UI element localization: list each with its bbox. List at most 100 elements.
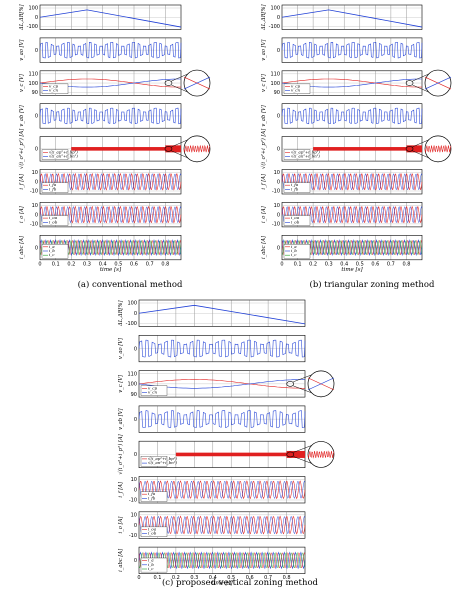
legend-label: i_b — [291, 248, 297, 253]
series-band-end — [286, 450, 305, 458]
x-tick-label: 0.6 — [371, 261, 379, 267]
y-tick-label: 90 — [274, 90, 280, 96]
legend-box — [283, 182, 311, 193]
series-wave-2 — [138, 480, 306, 500]
x-tick-label: 0.4 — [99, 261, 107, 267]
y-tick-label: 0 — [134, 487, 137, 493]
y-axis-label: i_abc [A] — [19, 235, 25, 259]
legend-label: √(i_ap²+i_bp²) — [148, 456, 177, 461]
panel-1: 0 v_ao [V] — [118, 334, 306, 363]
zoom-marker — [286, 381, 295, 387]
legend-label: √(i_ap²+i_bp²) — [49, 149, 78, 154]
y-tick-label: 0 — [134, 311, 137, 317]
x-tick-label: 0 — [38, 261, 41, 267]
y-tick-label: 100 — [127, 301, 137, 307]
x-tick-label: 0.6 — [246, 575, 254, 581]
x-tick-label: 0.5 — [227, 575, 235, 581]
y-axis-label: i_f [A] — [118, 481, 124, 498]
x-tick-label: 0.4 — [340, 261, 348, 267]
series-wave-2 — [281, 172, 423, 191]
legend-label: i_ob — [291, 219, 300, 224]
y-axis-label: v_ao [V] — [118, 337, 124, 359]
y-tick-label: 10 — [131, 477, 137, 483]
x-tick-label: 0.8 — [283, 575, 291, 581]
caption-b: (b) triangular zoning method — [310, 279, 435, 290]
series-band — [175, 452, 305, 457]
x-tick-label: 0.8 — [402, 261, 410, 267]
legend-label: i_fb — [291, 186, 299, 191]
y-axis-label: v_ab [V] — [261, 104, 267, 126]
series-line-v_cp — [138, 379, 305, 389]
x-tick-label: 0.2 — [309, 261, 317, 267]
panel-2: 110 100 90 v_c [V] v_cpv_cn — [19, 69, 211, 97]
y-tick-label: -10 — [272, 222, 280, 228]
legend-label: v_cp — [148, 385, 158, 390]
legend-box — [283, 244, 311, 259]
legend-box — [283, 149, 311, 160]
series-band — [71, 147, 181, 151]
y-tick-label: 0 — [277, 147, 280, 153]
legend-label: i_oa — [148, 527, 157, 532]
series-wave — [281, 41, 423, 59]
legend-box — [140, 385, 168, 396]
y-tick-label: 10 — [274, 170, 280, 176]
legend-box — [140, 491, 168, 502]
x-tick-label: 0.3 — [83, 261, 91, 267]
legend-label: i_c — [291, 252, 297, 257]
y-axis-label: √(i_o²+i_p²) [A] — [117, 433, 124, 474]
series-wave-2 — [281, 205, 423, 224]
y-tick-label: 0 — [35, 212, 38, 218]
series-band — [313, 147, 422, 151]
x-tick-label: 0.7 — [387, 261, 395, 267]
zoom-marker — [164, 80, 173, 86]
legend-label: i_fb — [148, 495, 156, 500]
zoom-trace — [424, 76, 452, 90]
y-axis-label: i_o [A] — [261, 205, 267, 223]
y-tick-label: 90 — [131, 392, 137, 398]
legend-label: i_oa — [291, 215, 300, 220]
zoom-connector — [171, 84, 188, 93]
x-tick-label: 0.2 — [67, 261, 75, 267]
series-wave — [281, 107, 423, 125]
series-band-end — [165, 145, 181, 153]
series-line — [281, 9, 423, 28]
panel-4: 0 √(i_o²+i_p²) [A] √(i_ap²+i_bp²)√(i_an²+i… — [260, 128, 452, 169]
x-tick-label: 0.8 — [161, 261, 169, 267]
y-axis-label: i_f [A] — [261, 173, 267, 190]
zoom-marker — [405, 80, 414, 86]
zoom-connector — [293, 374, 312, 383]
y-tick-label: 110 — [270, 72, 280, 78]
series-wave — [39, 107, 182, 125]
series-wave-2 — [39, 205, 182, 224]
y-axis-label: v_c [V] — [118, 374, 124, 393]
zoom-connector — [412, 139, 429, 148]
y-tick-label: 0 — [277, 212, 280, 218]
legend-label: v_cn — [49, 88, 59, 93]
zoom-trace — [424, 144, 452, 154]
zoom-connector — [412, 150, 429, 159]
x-tick-label: 0.5 — [356, 261, 364, 267]
panel-3: 0 v_ab [V] — [19, 103, 182, 129]
series-wave — [39, 172, 182, 191]
panel-6: 10 0 -10 i_o [A] i_oai_ob — [19, 202, 182, 228]
panel-5: 10 0 -10 i_f [A] i_fai_fb — [261, 169, 423, 195]
legend-label: i_ob — [148, 531, 157, 536]
y-axis-label: i_f [A] — [19, 173, 25, 190]
series-wave — [138, 480, 306, 500]
y-tick-label: 0 — [35, 15, 38, 21]
x-tick-label: 0.6 — [130, 261, 138, 267]
y-axis-label: √(i_o²+i_p²) [A] — [18, 128, 25, 169]
caption-c: (c) proposed vertical zoning method — [162, 577, 319, 588]
caption-a: (a) conventional method — [78, 279, 183, 290]
y-tick-label: 0 — [134, 452, 137, 458]
series-wave — [281, 172, 423, 191]
y-tick-label: 0 — [134, 558, 137, 564]
x-tick-label: 0.1 — [52, 261, 60, 267]
series-line-v_cp — [281, 78, 422, 88]
panel-4: 0 √(i_o²+i_p²) [A] √(i_ap²+i_bp²)√(i_an²+i… — [18, 128, 211, 169]
series-line-v_cp — [39, 78, 181, 88]
